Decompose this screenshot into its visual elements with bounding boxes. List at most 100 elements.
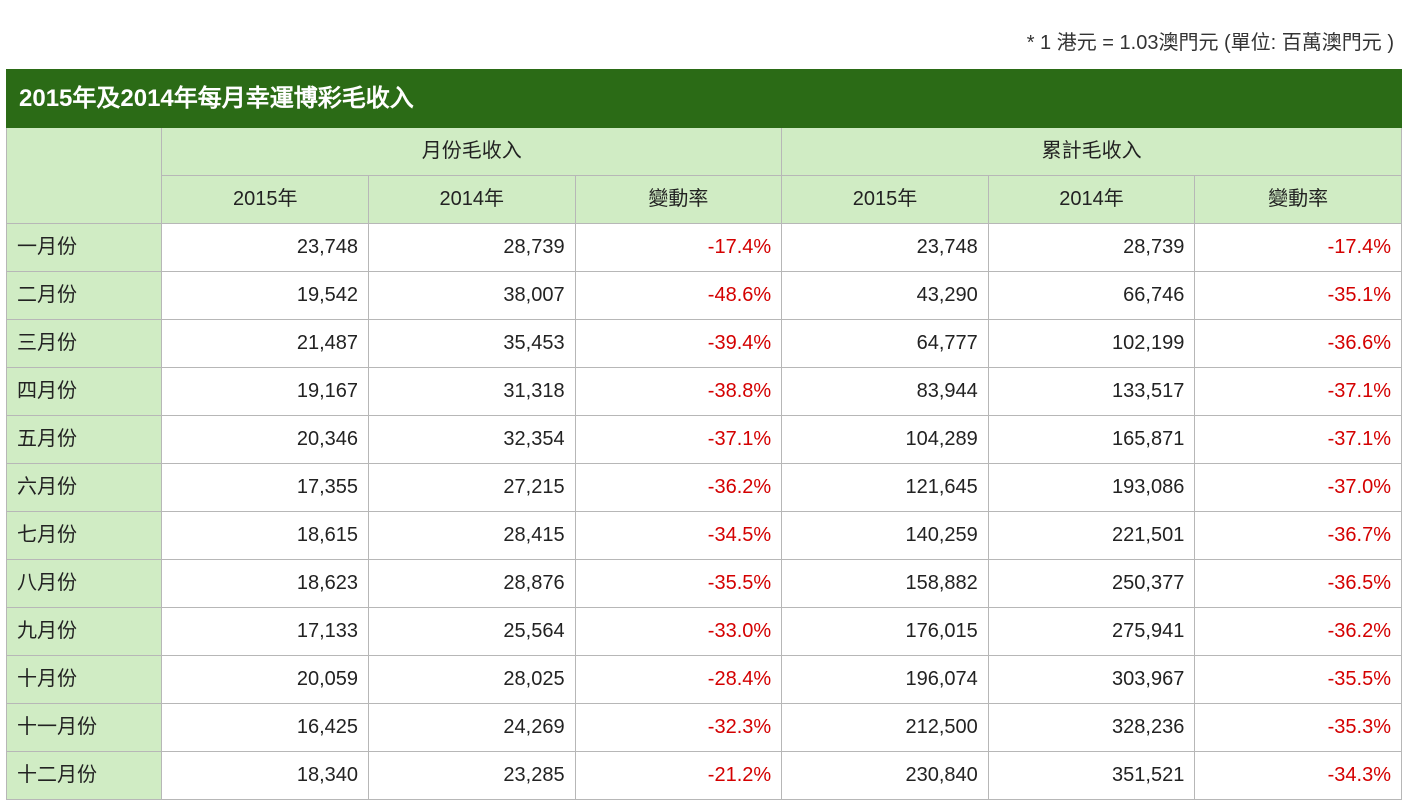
table-row: 十二月份18,34023,285-21.2%230,840351,521-34.… [7,752,1402,800]
table-cell: 32,354 [369,416,576,464]
row-label: 六月份 [7,464,162,512]
table-row: 七月份18,61528,415-34.5%140,259221,501-36.7… [7,512,1402,560]
table-row: 三月份21,48735,453-39.4%64,777102,199-36.6% [7,320,1402,368]
table-cell: 19,542 [162,272,369,320]
page-root: * 1 港元 = 1.03澳門元 (單位: 百萬澳門元 ) 2015年及2014… [0,0,1408,800]
unit-note: * 1 港元 = 1.03澳門元 (單位: 百萬澳門元 ) [6,8,1402,69]
row-label: 二月份 [7,272,162,320]
table-row: 九月份17,13325,564-33.0%176,015275,941-36.2… [7,608,1402,656]
table-cell: -35.5% [575,560,782,608]
table-row: 四月份19,16731,318-38.8%83,944133,517-37.1% [7,368,1402,416]
table-cell: 104,289 [782,416,989,464]
table-cell: 303,967 [988,656,1195,704]
table-cell: -37.0% [1195,464,1402,512]
table-cell: 24,269 [369,704,576,752]
table-cell: 64,777 [782,320,989,368]
table-cell: 23,748 [782,224,989,272]
table-corner [7,128,162,224]
table-cell: 18,623 [162,560,369,608]
table-title: 2015年及2014年每月幸運博彩毛收入 [7,70,1402,128]
table-cell: 20,346 [162,416,369,464]
table-cell: 165,871 [988,416,1195,464]
table-cell: 17,133 [162,608,369,656]
table-cell: -48.6% [575,272,782,320]
table-cell: -32.3% [575,704,782,752]
table-cell: 28,739 [369,224,576,272]
table-cell: 221,501 [988,512,1195,560]
table-cell: 121,645 [782,464,989,512]
table-cell: 17,355 [162,464,369,512]
table-cell: -36.5% [1195,560,1402,608]
table-cell: 18,340 [162,752,369,800]
table-cell: 43,290 [782,272,989,320]
table-cell: 102,199 [988,320,1195,368]
table-cell: 158,882 [782,560,989,608]
table-row: 六月份17,35527,215-36.2%121,645193,086-37.0… [7,464,1402,512]
table-cell: 83,944 [782,368,989,416]
table-cell: -37.1% [575,416,782,464]
table-cell: 28,415 [369,512,576,560]
table-cell: -37.1% [1195,416,1402,464]
table-cell: -21.2% [575,752,782,800]
col-header: 2014年 [988,176,1195,224]
table-cell: -17.4% [575,224,782,272]
table-cell: -37.1% [1195,368,1402,416]
row-label: 三月份 [7,320,162,368]
row-label: 一月份 [7,224,162,272]
table-row: 二月份19,54238,007-48.6%43,29066,746-35.1% [7,272,1402,320]
table-cell: -36.2% [1195,608,1402,656]
table-cell: 21,487 [162,320,369,368]
table-cell: -28.4% [575,656,782,704]
col-header: 2014年 [369,176,576,224]
table-cell: 230,840 [782,752,989,800]
row-label: 十月份 [7,656,162,704]
col-header: 2015年 [162,176,369,224]
table-cell: 193,086 [988,464,1195,512]
table-cell: 176,015 [782,608,989,656]
table-cell: 18,615 [162,512,369,560]
table-cell: 28,739 [988,224,1195,272]
row-label: 八月份 [7,560,162,608]
table-cell: -17.4% [1195,224,1402,272]
table-cell: 23,285 [369,752,576,800]
table-cell: 196,074 [782,656,989,704]
row-label: 十一月份 [7,704,162,752]
table-cell: 250,377 [988,560,1195,608]
table-cell: 28,025 [369,656,576,704]
table-cell: -35.5% [1195,656,1402,704]
row-label: 十二月份 [7,752,162,800]
table-row: 十一月份16,42524,269-32.3%212,500328,236-35.… [7,704,1402,752]
table-cell: 25,564 [369,608,576,656]
table-row: 八月份18,62328,876-35.5%158,882250,377-36.5… [7,560,1402,608]
table-cell: -36.6% [1195,320,1402,368]
table-row: 一月份23,74828,739-17.4%23,74828,739-17.4% [7,224,1402,272]
table-cell: 140,259 [782,512,989,560]
table-cell: 351,521 [988,752,1195,800]
table-cell: 275,941 [988,608,1195,656]
table-body: 一月份23,74828,739-17.4%23,74828,739-17.4%二… [7,224,1402,800]
table-cell: -39.4% [575,320,782,368]
table-cell: -34.3% [1195,752,1402,800]
table-cell: 38,007 [369,272,576,320]
revenue-table: 2015年及2014年每月幸運博彩毛收入 月份毛收入 累計毛收入 2015年 2… [6,69,1402,800]
table-cell: 19,167 [162,368,369,416]
row-label: 五月份 [7,416,162,464]
table-cell: -36.7% [1195,512,1402,560]
table-cell: 23,748 [162,224,369,272]
col-header: 2015年 [782,176,989,224]
row-label: 七月份 [7,512,162,560]
table-cell: -35.1% [1195,272,1402,320]
table-cell: 328,236 [988,704,1195,752]
table-cell: -38.8% [575,368,782,416]
col-header: 變動率 [1195,176,1402,224]
table-cell: -33.0% [575,608,782,656]
group-header-cumulative: 累計毛收入 [782,128,1402,176]
table-cell: 28,876 [369,560,576,608]
table-row: 十月份20,05928,025-28.4%196,074303,967-35.5… [7,656,1402,704]
table-cell: 27,215 [369,464,576,512]
table-cell: 20,059 [162,656,369,704]
table-cell: -35.3% [1195,704,1402,752]
table-row: 五月份20,34632,354-37.1%104,289165,871-37.1… [7,416,1402,464]
table-cell: 35,453 [369,320,576,368]
table-cell: 66,746 [988,272,1195,320]
